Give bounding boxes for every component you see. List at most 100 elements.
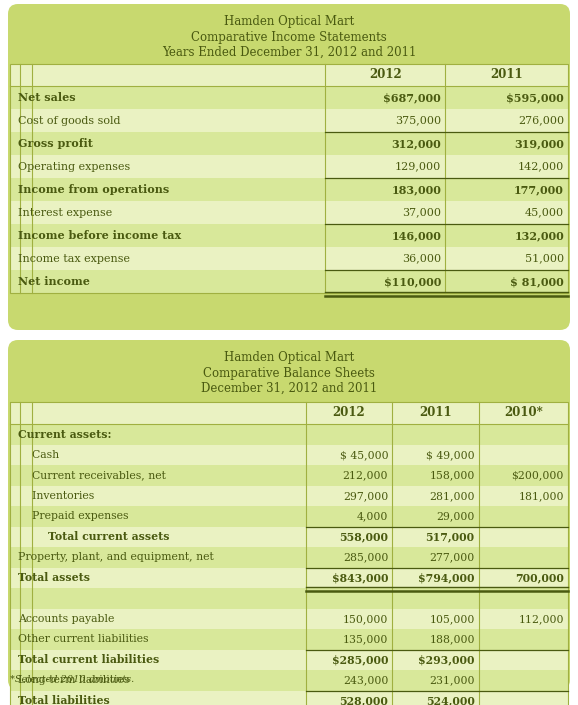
Text: 277,000: 277,000: [429, 552, 475, 563]
Text: $ 49,000: $ 49,000: [426, 450, 475, 460]
Text: Property, plant, and equipment, net: Property, plant, and equipment, net: [18, 552, 214, 563]
Bar: [10, 155, 568, 178]
Bar: [10, 588, 568, 608]
Text: 2011: 2011: [490, 68, 523, 82]
Text: $200,000: $200,000: [512, 470, 564, 480]
Text: 183,000: 183,000: [391, 184, 441, 195]
Text: 4,000: 4,000: [357, 511, 388, 521]
Text: $595,000: $595,000: [506, 92, 564, 103]
Text: 36,000: 36,000: [402, 254, 441, 264]
Text: 276,000: 276,000: [518, 116, 564, 125]
Text: Other current liabilities: Other current liabilities: [18, 634, 149, 644]
Text: Total assets: Total assets: [18, 572, 90, 583]
Text: 158,000: 158,000: [429, 470, 475, 480]
Text: Income from operations: Income from operations: [18, 184, 169, 195]
Bar: [10, 629, 568, 649]
Bar: [10, 86, 568, 109]
Text: 112,000: 112,000: [518, 614, 564, 624]
Text: 528,000: 528,000: [339, 695, 388, 705]
Text: 319,000: 319,000: [514, 138, 564, 149]
Text: 150,000: 150,000: [343, 614, 388, 624]
Bar: [10, 402, 568, 424]
Text: 188,000: 188,000: [429, 634, 475, 644]
Text: 2012: 2012: [369, 68, 402, 82]
Text: 524,000: 524,000: [426, 695, 475, 705]
Text: Net income: Net income: [18, 276, 90, 287]
Text: 29,000: 29,000: [436, 511, 475, 521]
Text: Inventories: Inventories: [18, 491, 94, 501]
Bar: [10, 132, 568, 155]
Text: 146,000: 146,000: [391, 230, 441, 241]
Text: Cost of goods sold: Cost of goods sold: [18, 116, 120, 125]
Text: 231,000: 231,000: [429, 675, 475, 685]
Bar: [10, 270, 568, 293]
Text: Total current assets: Total current assets: [18, 532, 169, 542]
Bar: [10, 670, 568, 690]
Text: 297,000: 297,000: [343, 491, 388, 501]
Text: Income tax expense: Income tax expense: [18, 254, 130, 264]
Text: Cash: Cash: [18, 450, 59, 460]
Text: $794,000: $794,000: [418, 572, 475, 583]
Bar: [10, 506, 568, 527]
Bar: [10, 201, 568, 224]
Bar: [10, 690, 568, 705]
Text: 142,000: 142,000: [518, 161, 564, 171]
Text: 312,000: 312,000: [391, 138, 441, 149]
Text: 132,000: 132,000: [514, 230, 564, 241]
Text: 45,000: 45,000: [525, 207, 564, 218]
Text: $293,000: $293,000: [418, 654, 475, 666]
Text: Current assets:: Current assets:: [18, 429, 112, 440]
Text: 517,000: 517,000: [425, 532, 475, 542]
Text: 2012: 2012: [332, 407, 365, 419]
Text: 285,000: 285,000: [343, 552, 388, 563]
Text: *Selected 2010 amounts.: *Selected 2010 amounts.: [10, 675, 134, 684]
Text: 135,000: 135,000: [343, 634, 388, 644]
Text: $285,000: $285,000: [332, 654, 388, 666]
Bar: [10, 444, 568, 465]
Text: 558,000: 558,000: [339, 532, 388, 542]
Bar: [10, 64, 568, 293]
Text: 177,000: 177,000: [514, 184, 564, 195]
Text: 212,000: 212,000: [343, 470, 388, 480]
Text: 37,000: 37,000: [402, 207, 441, 218]
Text: 129,000: 129,000: [395, 161, 441, 171]
FancyBboxPatch shape: [8, 340, 570, 690]
Bar: [10, 465, 568, 486]
Bar: [10, 424, 568, 444]
Text: 281,000: 281,000: [429, 491, 475, 501]
Text: Accounts payable: Accounts payable: [18, 614, 114, 624]
Text: 51,000: 51,000: [525, 254, 564, 264]
Bar: [10, 64, 568, 86]
Text: Comparative Income Statements: Comparative Income Statements: [191, 30, 387, 44]
Text: Comparative Balance Sheets: Comparative Balance Sheets: [203, 367, 375, 379]
Text: 375,000: 375,000: [395, 116, 441, 125]
Text: Years Ended December 31, 2012 and 2011: Years Ended December 31, 2012 and 2011: [162, 46, 416, 59]
Text: $ 81,000: $ 81,000: [510, 276, 564, 287]
Text: Hamden Optical Mart: Hamden Optical Mart: [224, 352, 354, 364]
Text: $843,000: $843,000: [332, 572, 388, 583]
Bar: [10, 109, 568, 132]
Text: 105,000: 105,000: [429, 614, 475, 624]
Bar: [10, 568, 568, 588]
Text: Net sales: Net sales: [18, 92, 76, 103]
Text: December 31, 2012 and 2011: December 31, 2012 and 2011: [201, 381, 377, 395]
Text: Hamden Optical Mart: Hamden Optical Mart: [224, 16, 354, 28]
Text: Income before income tax: Income before income tax: [18, 230, 181, 241]
Bar: [10, 178, 568, 201]
FancyBboxPatch shape: [8, 4, 570, 330]
Text: Prepaid expenses: Prepaid expenses: [18, 511, 128, 521]
Text: Long-term liabilities: Long-term liabilities: [18, 675, 129, 685]
Bar: [10, 402, 568, 705]
Bar: [10, 527, 568, 547]
Text: 2010*: 2010*: [504, 407, 543, 419]
Text: $687,000: $687,000: [383, 92, 441, 103]
Text: Gross profit: Gross profit: [18, 138, 93, 149]
Bar: [10, 608, 568, 629]
Text: Operating expenses: Operating expenses: [18, 161, 130, 171]
Bar: [10, 547, 568, 568]
Text: 181,000: 181,000: [518, 491, 564, 501]
Bar: [10, 247, 568, 270]
Bar: [10, 224, 568, 247]
Text: Total current liabilities: Total current liabilities: [18, 654, 160, 666]
Bar: [10, 486, 568, 506]
